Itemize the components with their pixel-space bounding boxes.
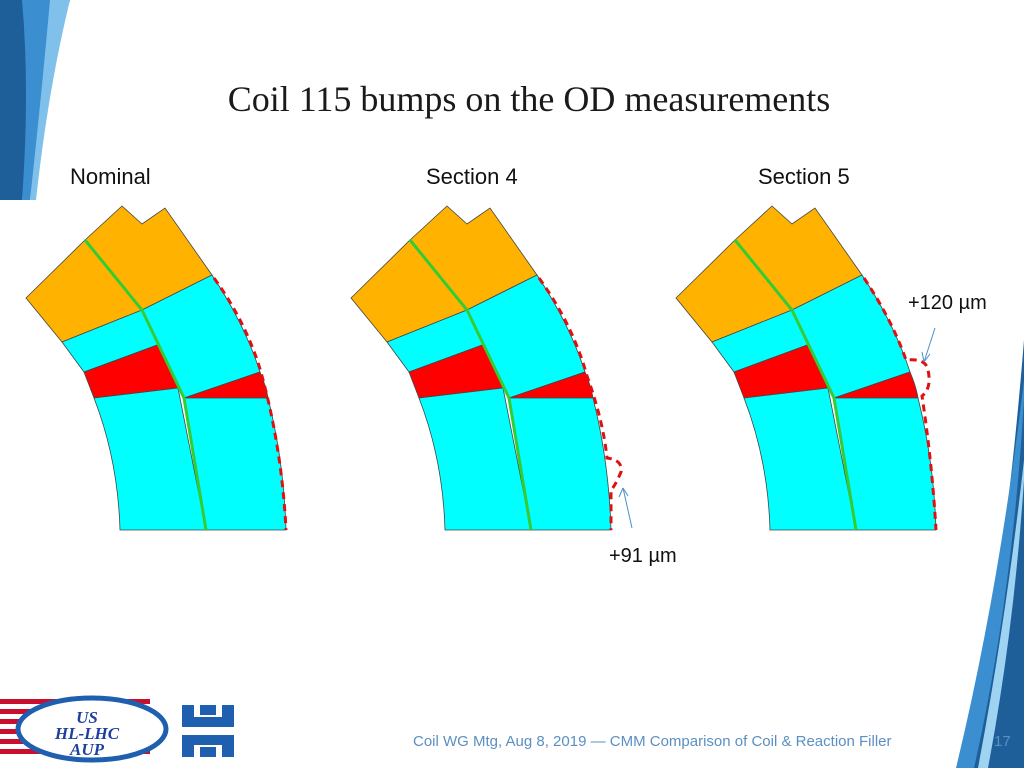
midplane-insulation-line <box>83 239 208 531</box>
od-measurement-trace <box>862 277 938 531</box>
coil-blocks <box>350 205 612 531</box>
panel-label-section-5: Section 5 <box>758 164 850 189</box>
bump-annotation-section-5: +120 µm <box>908 292 987 314</box>
bump-annotation-section-4: +91 µm <box>609 545 677 567</box>
annotation-arrow <box>923 327 936 363</box>
slide-title: Coil 115 bumps on the OD measurements <box>227 79 831 119</box>
od-measurement-trace <box>212 277 288 531</box>
coil-cross-section-nominal <box>25 205 288 531</box>
coil-cross-section-section-5 <box>675 205 938 531</box>
panel-label-section-4: Section 4 <box>426 164 518 189</box>
midplane-insulation-line <box>733 239 858 531</box>
us-hl-lhc-aup-logo: US HL-LHC AUP <box>0 695 169 763</box>
od-measurement-trace <box>537 277 623 530</box>
svg-text:US: US <box>76 708 98 727</box>
conductor-block-inner-lower <box>93 387 207 531</box>
midplane-insulation-line <box>408 239 533 531</box>
panel-label-nominal: Nominal <box>70 164 151 189</box>
bottom-right-swoosh-decoration <box>956 340 1024 768</box>
svg-text:AUP: AUP <box>69 740 105 759</box>
page-number: 17 <box>994 733 1011 750</box>
conductor-block-inner-lower <box>418 387 532 531</box>
slide-footer: Coil WG Mtg, Aug 8, 2019 — CMM Compariso… <box>413 733 892 750</box>
svg-text:HL-LHC: HL-LHC <box>54 724 120 743</box>
coil-cross-section-section-4 <box>350 205 633 531</box>
coil-blocks <box>675 205 937 531</box>
annotation-arrow <box>622 487 633 529</box>
coil-blocks <box>25 205 287 531</box>
conductor-block-inner-lower <box>743 387 857 531</box>
top-left-swoosh-decoration <box>0 0 70 200</box>
fermilab-logo <box>182 705 234 757</box>
